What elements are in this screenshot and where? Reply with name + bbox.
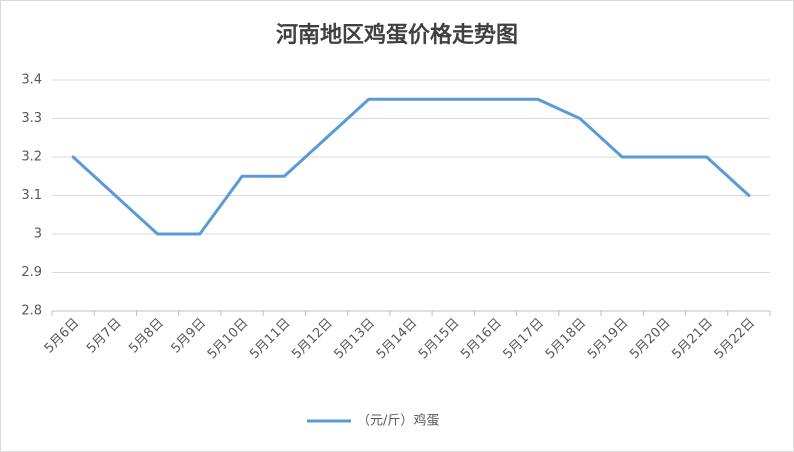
y-tick-label: 3.1 [21, 188, 42, 203]
y-tick-label: 3 [34, 227, 42, 242]
chart-title: 河南地区鸡蛋价格走势图 [276, 22, 518, 48]
y-tick-label: 3.3 [21, 111, 42, 126]
legend-label: （元/斤）鸡蛋 [357, 413, 439, 429]
y-tick-label: 3.4 [21, 73, 42, 88]
y-tick-label: 2.9 [21, 265, 42, 280]
line [71, 97, 751, 236]
y-tick-label: 2.8 [21, 304, 42, 319]
y-tick-label: 3.2 [21, 150, 42, 165]
